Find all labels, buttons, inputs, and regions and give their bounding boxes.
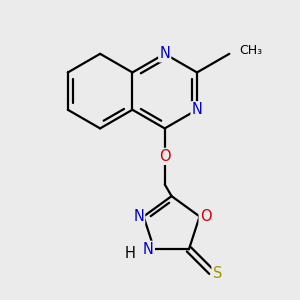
Text: N: N: [192, 102, 203, 117]
Text: CH₃: CH₃: [239, 44, 262, 57]
Text: N: N: [143, 242, 154, 257]
Text: S: S: [212, 266, 222, 281]
Text: O: O: [159, 149, 170, 164]
Text: N: N: [133, 209, 144, 224]
Text: H: H: [124, 246, 135, 261]
Text: N: N: [159, 46, 170, 61]
Text: O: O: [200, 209, 211, 224]
